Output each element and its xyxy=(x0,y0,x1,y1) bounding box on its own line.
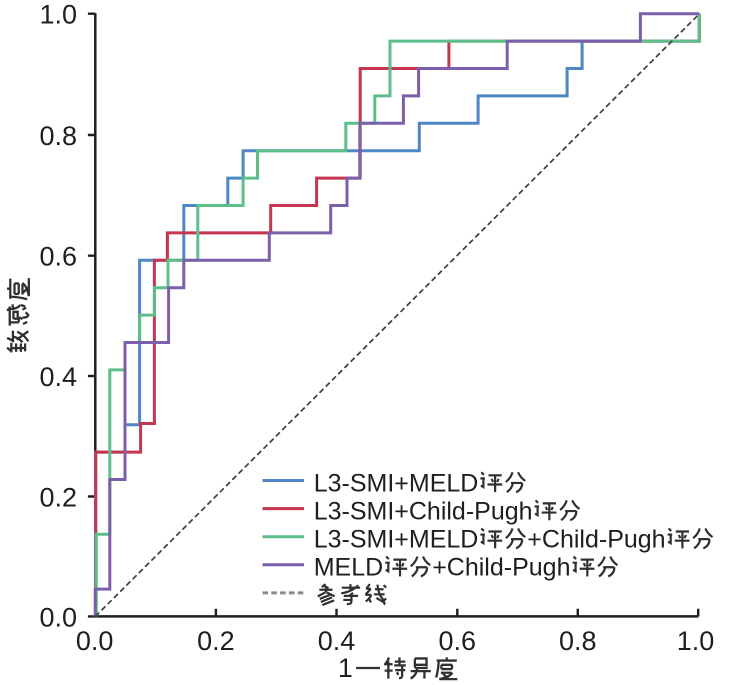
svg-text:MELD: MELD xyxy=(314,554,383,582)
svg-text:L3-SMI+MELD: L3-SMI+MELD xyxy=(314,526,479,554)
svg-text:1: 1 xyxy=(338,653,353,683)
svg-text:0.0: 0.0 xyxy=(39,602,77,632)
svg-text:L3-SMI+Child-Pugh: L3-SMI+Child-Pugh xyxy=(314,497,533,525)
svg-text:0.4: 0.4 xyxy=(318,626,356,656)
svg-text:+Child-Pugh: +Child-Pugh xyxy=(527,526,665,554)
svg-text:1.0: 1.0 xyxy=(39,0,77,30)
svg-text:0.6: 0.6 xyxy=(439,626,477,656)
svg-text:0.4: 0.4 xyxy=(39,362,77,392)
svg-text:0.2: 0.2 xyxy=(39,482,77,512)
svg-text:L3-SMI+MELD: L3-SMI+MELD xyxy=(314,469,479,497)
svg-text:+Child-Pugh: +Child-Pugh xyxy=(432,554,570,582)
svg-text:0.2: 0.2 xyxy=(197,626,235,656)
svg-text:0.8: 0.8 xyxy=(559,626,597,656)
svg-text:0.6: 0.6 xyxy=(39,242,77,272)
svg-text:1.0: 1.0 xyxy=(677,626,715,656)
svg-text:0.8: 0.8 xyxy=(39,121,77,151)
svg-text:0.0: 0.0 xyxy=(76,626,114,656)
